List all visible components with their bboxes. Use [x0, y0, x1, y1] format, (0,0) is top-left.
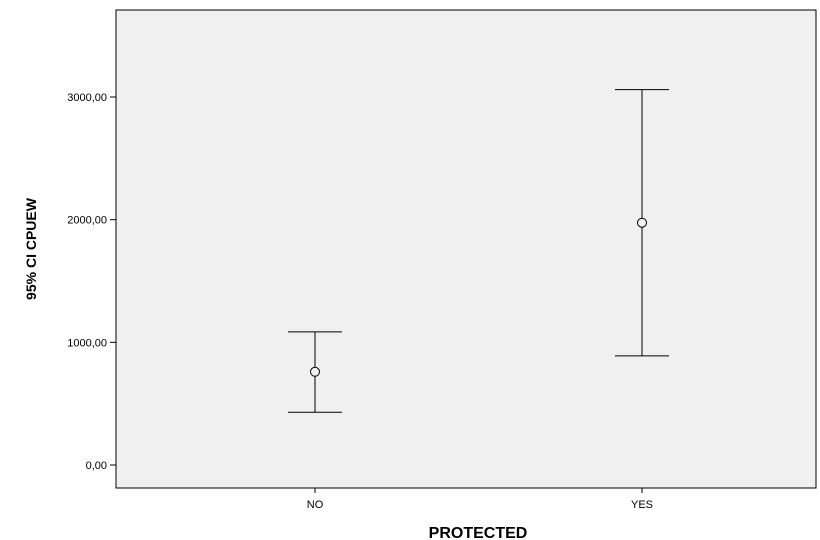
y-tick-label: 3000,00 — [67, 92, 107, 104]
error-bars — [288, 89, 669, 413]
x-axis-title: PROTECTED — [429, 525, 528, 540]
y-tick-label: 1000,00 — [67, 337, 107, 349]
y-tick-label: 0,00 — [86, 460, 107, 472]
y-axis-title: 95% CI CPUEW — [23, 197, 39, 300]
y-tick-label: 2000,00 — [67, 215, 107, 227]
plot-area — [115, 9, 817, 489]
mean-marker — [310, 366, 320, 377]
y-axis: 0,00 1000,00 2000,00 3000,00 — [67, 92, 116, 472]
x-tick-label: YES — [631, 499, 653, 511]
x-tick-label: NO — [307, 499, 324, 511]
mean-marker — [637, 217, 647, 228]
x-axis: NO YES — [307, 488, 653, 511]
